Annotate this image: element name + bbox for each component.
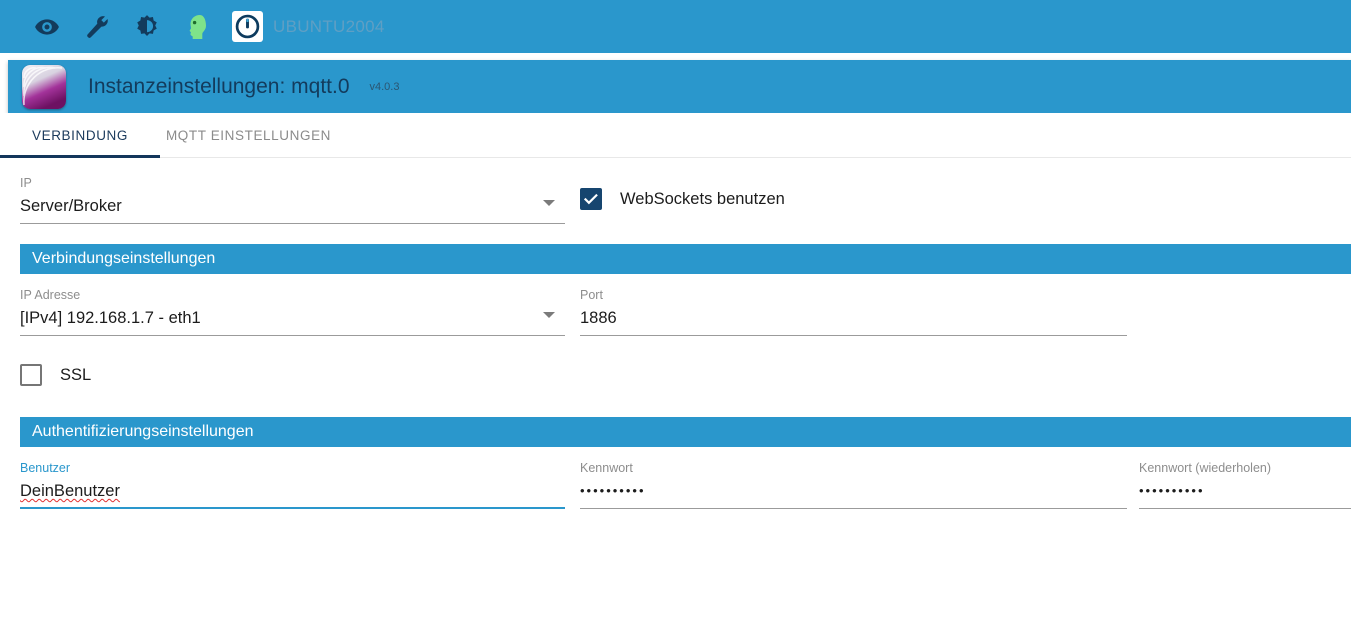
instance-titlebar: Instanzeinstellungen: mqtt.0 v4.0.3 <box>8 60 1351 113</box>
port-field[interactable]: Port 1886 <box>580 288 1127 336</box>
contrast-icon[interactable] <box>122 7 172 47</box>
ip-address-underline <box>20 335 565 336</box>
iobroker-logo-icon[interactable] <box>232 11 263 42</box>
settings-content: IP Server/Broker WebSockets benutzen Ver… <box>0 158 1351 629</box>
password-repeat-value[interactable]: •••••••••• <box>1139 483 1205 498</box>
section-header-connection: Verbindungseinstellungen <box>20 244 1351 274</box>
password-repeat-field[interactable]: Kennwort (wiederholen) •••••••••• <box>1139 461 1351 509</box>
adapter-version: v4.0.3 <box>369 80 400 93</box>
head-icon[interactable] <box>172 7 222 47</box>
top-toolbar: UBUNTU2004 <box>0 0 1351 53</box>
password-value[interactable]: •••••••••• <box>580 483 646 498</box>
ip-type-underline <box>20 223 565 224</box>
user-field[interactable]: Benutzer DeinBenutzer <box>20 461 565 509</box>
user-label: Benutzer <box>20 461 71 475</box>
ssl-checkbox-row[interactable]: SSL <box>20 364 91 386</box>
mqtt-adapter-icon <box>22 64 66 109</box>
password-underline <box>580 508 1127 509</box>
ip-address-label: IP Adresse <box>20 288 81 302</box>
user-value[interactable]: DeinBenutzer <box>20 482 120 500</box>
chevron-down-icon[interactable] <box>543 200 555 206</box>
host-name: UBUNTU2004 <box>273 16 385 36</box>
websockets-checkbox-row[interactable]: WebSockets benutzen <box>580 188 785 210</box>
password-label: Kennwort <box>580 461 633 475</box>
chevron-down-icon[interactable] <box>543 312 555 318</box>
ip-type-label: IP <box>20 176 32 190</box>
eye-icon[interactable] <box>22 7 72 47</box>
port-value: 1886 <box>580 309 617 327</box>
ip-type-value: Server/Broker <box>20 197 122 215</box>
password-repeat-label: Kennwort (wiederholen) <box>1139 461 1272 475</box>
page-title: Instanzeinstellungen: mqtt.0 <box>88 74 350 98</box>
tab-mqtt-einstellungen[interactable]: MQTT EINSTELLUNGEN <box>165 128 332 143</box>
password-field[interactable]: Kennwort •••••••••• <box>580 461 1127 509</box>
wrench-icon[interactable] <box>72 7 122 47</box>
port-label: Port <box>580 288 603 302</box>
ip-address-select[interactable]: IP Adresse [IPv4] 192.168.1.7 - eth1 <box>20 288 565 336</box>
ssl-label: SSL <box>60 365 92 384</box>
user-underline <box>20 507 565 509</box>
ssl-checkbox[interactable] <box>20 364 42 386</box>
tab-verbindung[interactable]: VERBINDUNG <box>0 113 160 158</box>
websockets-checkbox[interactable] <box>580 188 602 210</box>
titlebar-area: Instanzeinstellungen: mqtt.0 v4.0.3 <box>0 53 1351 113</box>
tab-bar: VERBINDUNG MQTT EINSTELLUNGEN <box>0 113 1351 158</box>
ip-address-value: [IPv4] 192.168.1.7 - eth1 <box>20 309 201 327</box>
websockets-label: WebSockets benutzen <box>620 189 785 208</box>
password-repeat-underline <box>1139 508 1351 509</box>
ip-type-select[interactable]: IP Server/Broker <box>20 176 565 224</box>
port-underline <box>580 335 1127 336</box>
section-header-auth: Authentifizierungseinstellungen <box>20 417 1351 447</box>
